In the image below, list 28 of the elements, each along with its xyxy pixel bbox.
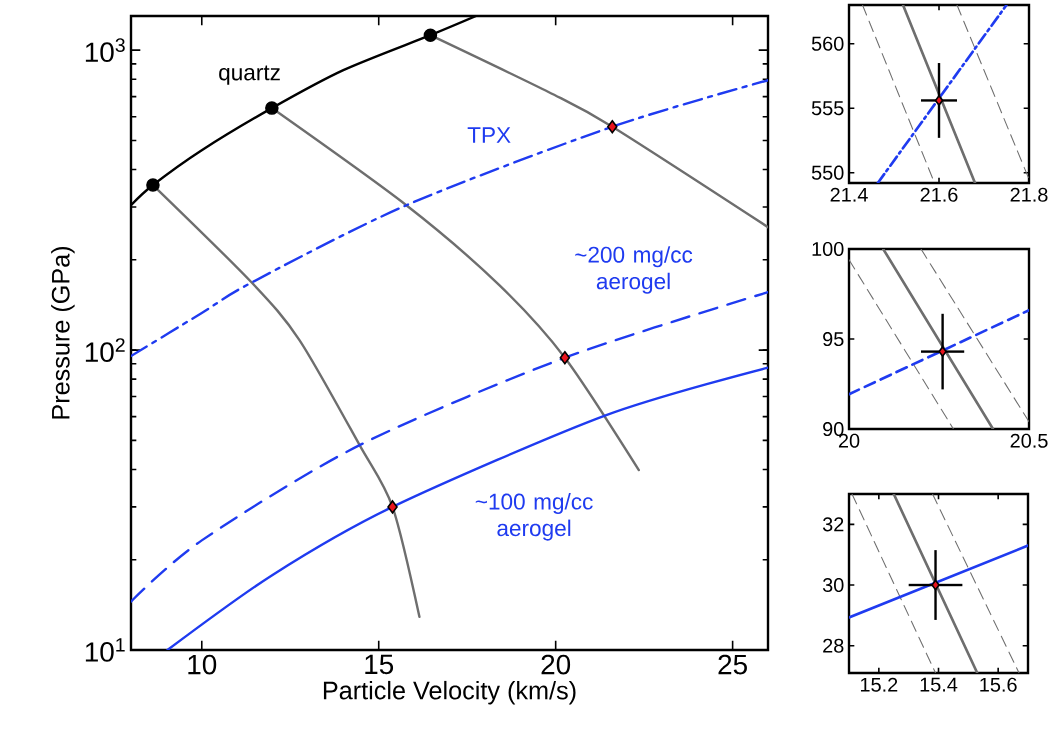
x-tick-label: 15 — [365, 654, 394, 675]
x-tick-label: 15.6 — [980, 677, 1017, 692]
series-label: TPX — [467, 127, 511, 143]
series-label: ~200 mg/cc aerogel — [575, 246, 693, 294]
y-tick-label: 28 — [823, 638, 844, 653]
x-tick-label: 21.8 — [1010, 187, 1048, 202]
y-tick-label: 560 — [811, 36, 844, 51]
x-tick-label: 15.4 — [920, 677, 958, 692]
x-tick-label: 25 — [718, 654, 747, 675]
series-label: quartz — [219, 65, 280, 85]
y-tick-label: 30 — [822, 577, 844, 593]
x-tick-label: 20 — [541, 654, 571, 675]
y-tick-label: 550 — [811, 165, 844, 180]
y-tick-label: 10$^{2}$ — [85, 338, 125, 363]
x-axis-title: Particle Velocity (km/s) — [323, 680, 576, 705]
x-tick-label: 15.2 — [860, 677, 898, 692]
y-tick-label: 95 — [823, 331, 844, 347]
x-tick-label: 20.5 — [1010, 433, 1048, 448]
y-tick-label: 100 — [812, 241, 844, 257]
y-tick-label: 10$^{1}$ — [85, 638, 125, 662]
x-tick-label: 10 — [188, 654, 217, 675]
y-axis-title: Pressure (GPa) — [51, 246, 75, 419]
y-tick-label: 10$^{3}$ — [85, 38, 125, 63]
y-tick-label: 32 — [822, 517, 844, 532]
series-label: ~100 mg/cc aerogel — [475, 493, 593, 541]
y-tick-label: 555 — [811, 101, 844, 116]
x-tick-label: 21.4 — [830, 187, 868, 202]
x-tick-label: 21.6 — [920, 187, 958, 202]
